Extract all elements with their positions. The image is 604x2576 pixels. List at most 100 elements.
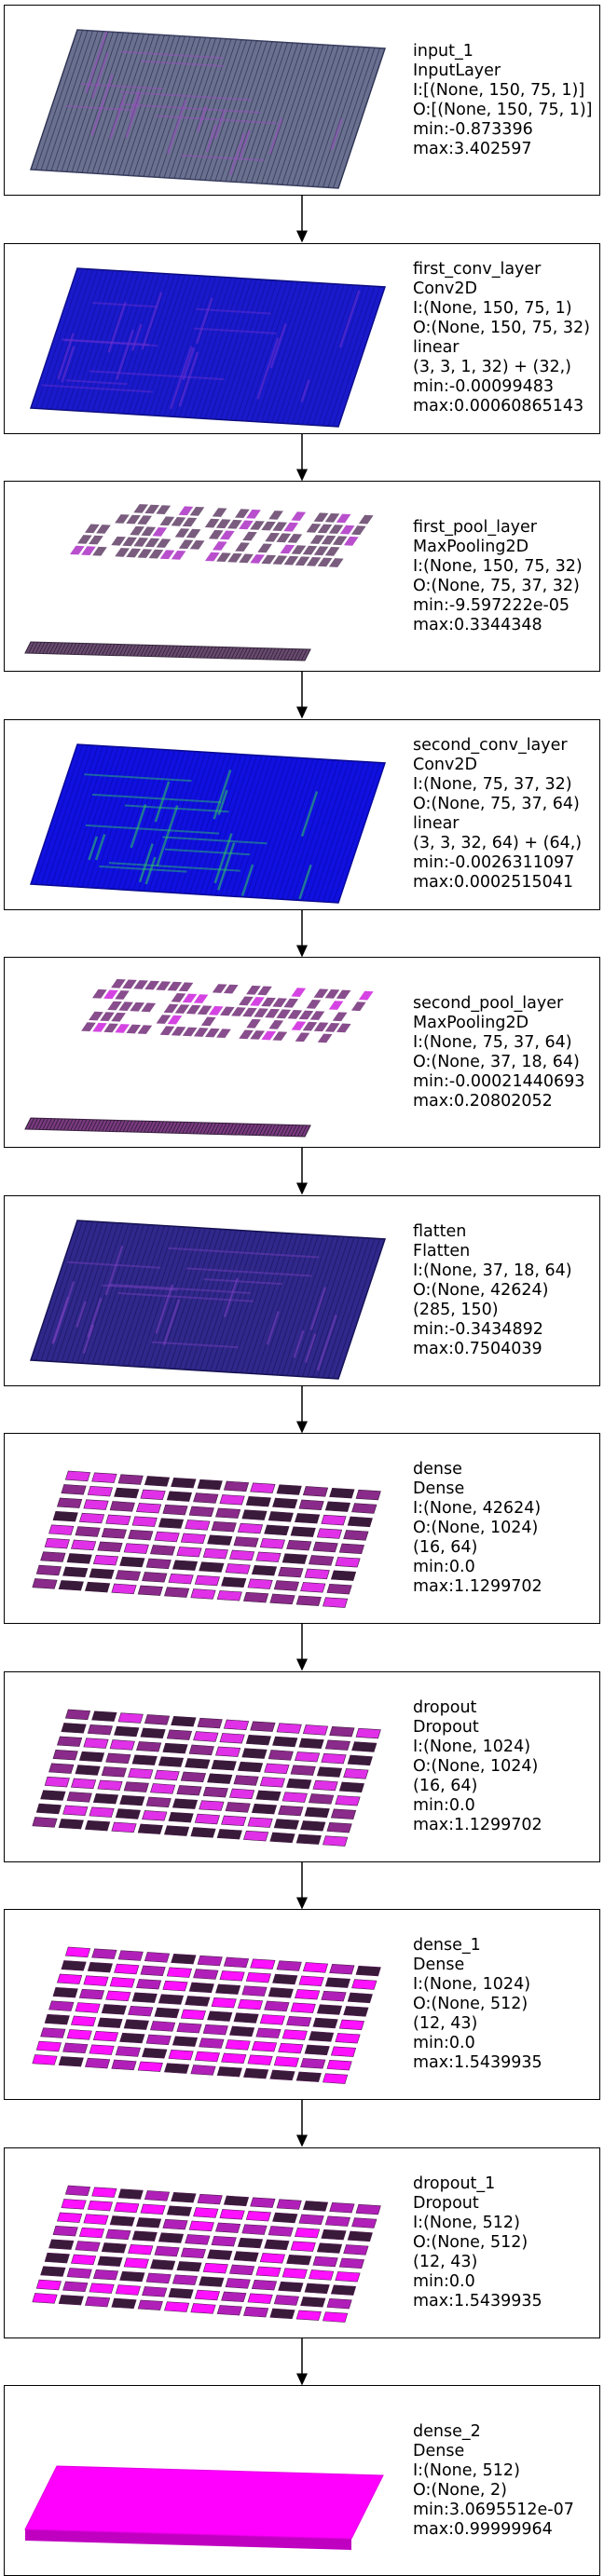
layer-info-line: dropout_1: [413, 2174, 496, 2193]
layer-info-line: min:0.0: [413, 1795, 475, 1815]
layer-info-line: Dense: [413, 2441, 465, 2460]
layer-info-line: min:0.0: [413, 1558, 475, 1576]
layer-info-line: Dropout: [413, 2193, 479, 2213]
layer-info-line: first_pool_layer: [413, 517, 537, 537]
layer-info-line: max:0.99999964: [413, 2519, 553, 2539]
layer-box-second-conv-layer: second_conv_layer Conv2D I:(None, 75, 37, …: [4, 718, 600, 910]
layer-info-line: Dense: [413, 1956, 465, 1974]
layer-info-line: O:(None, 75, 37, 64): [413, 795, 580, 813]
connector-arrow: [296, 1624, 308, 1671]
layer-info: first_conv_layer Conv2D I:(None, 150, 75, …: [413, 244, 596, 433]
layer-info-line: I:(None, 512): [413, 2460, 520, 2480]
layer-visualization: [29, 743, 387, 904]
layer-info: dense_2 Dense I:(None, 512) O:(None, 2) min:…: [413, 2386, 596, 2575]
layer-info: dropout_1 Dropout I:(None, 512) O:(None, 51…: [413, 2148, 596, 2337]
layer-info-line: I:(None, 75, 37, 64): [413, 1032, 572, 1052]
layer-info-line: max:0.00060865143: [413, 397, 584, 416]
layer-info-line: I:[(None, 150, 75, 1)]: [413, 80, 585, 100]
layer-box-dense-2: dense_2 Dense I:(None, 512) O:(None, 2) min:…: [4, 2385, 600, 2576]
layer-visualization: [29, 1219, 387, 1380]
layer-info-line: max:3.402597: [413, 139, 532, 158]
layer-visualization: [24, 2465, 384, 2550]
layer-info-line: min:-0.873396: [413, 119, 533, 139]
layer-box-dense-1: dense_1 Dense I:(None, 1024) O:(None, 512)(…: [4, 1909, 600, 2100]
layer-info-line: min:-0.00099483: [413, 377, 554, 396]
layer-info-line: max:1.5439935: [413, 2291, 542, 2310]
layer-info-line: min:-9.597222e-05: [413, 595, 570, 615]
layer-info-line: flatten: [413, 1221, 467, 1241]
layer-visualization: [24, 504, 374, 661]
layer-info-line: Flatten: [413, 1241, 471, 1261]
layer-info-line: first_conv_layer: [413, 260, 542, 279]
connector-arrow: [296, 1385, 308, 1433]
layer-visualization: [24, 978, 374, 1138]
layer-info-line: O:(None, 150, 75, 32): [413, 319, 590, 337]
layer-info: dense_1 Dense I:(None, 1024) O:(None, 512)(…: [413, 1910, 596, 2099]
layer-info: dense Dense I:(None, 42624) O:(None, 1024)(…: [413, 1434, 596, 1623]
layer-info-line: linear: [413, 814, 460, 833]
layer-info-line: max:0.7504039: [413, 1339, 542, 1358]
layer-info-line: O:(None, 42624): [413, 1280, 549, 1300]
connector-arrow: [296, 2100, 308, 2147]
layer-visualization: [29, 29, 387, 189]
layer-info-line: Dropout: [413, 1717, 479, 1737]
layer-info-line: O:(None, 512): [413, 2232, 528, 2252]
layer-info-line: (285, 150): [413, 1300, 499, 1319]
layer-info-line: (16, 64): [413, 1776, 478, 1795]
layer-info: dropout Dropout I:(None, 1024) O:(None, 102…: [413, 1672, 596, 1861]
layer-info-line: min:3.0695512e-07: [413, 2500, 574, 2519]
layer-info-line: max:1.5439935: [413, 2053, 542, 2072]
layer-info-line: I:(None, 150, 75, 32): [413, 556, 583, 576]
layer-info-line: (16, 64): [413, 1538, 478, 1557]
layer-visualization: [32, 1946, 381, 2084]
layer-info-line: O:(None, 512): [413, 1995, 528, 2013]
layer-info-line: max:0.0002515041: [413, 873, 574, 892]
layer-info-line: I:(None, 1024): [413, 1737, 531, 1756]
layer-info-line: min:0.0: [413, 2034, 475, 2052]
connector-arrow: [296, 2337, 308, 2385]
layer-box-flatten: flatten Flatten I:(None, 37, 18, 64) O:(Non…: [4, 1194, 600, 1386]
layer-info-line: I:(None, 512): [413, 2213, 520, 2232]
layer-box-second-pool-layer: second_pool_layer MaxPooling2D I:(None, 75…: [4, 957, 600, 1148]
layer-info-line: O:(None, 1024): [413, 1519, 539, 1537]
connector-arrow: [296, 433, 308, 481]
layer-box-dense: dense Dense I:(None, 42624) O:(None, 1024)(…: [4, 1433, 600, 1624]
layer-info-line: max:0.20802052: [413, 1091, 553, 1111]
layer-info-line: (12, 43): [413, 2014, 478, 2033]
layer-info-line: second_pool_layer: [413, 993, 564, 1013]
layer-box-dropout: dropout Dropout I:(None, 1024) O:(None, 102…: [4, 1670, 600, 1862]
layer-info-line: I:(None, 150, 75, 1): [413, 299, 572, 318]
layer-box-first-pool-layer: first_pool_layer MaxPooling2D I:(None, 150…: [4, 481, 600, 672]
layer-info-line: min:-0.3434892: [413, 1319, 543, 1339]
layer-info: second_conv_layer Conv2D I:(None, 75, 37, …: [413, 720, 596, 909]
layer-info-line: max:1.1299702: [413, 1577, 542, 1596]
layer-info-line: Conv2D: [413, 279, 477, 298]
connector-arrow: [296, 1861, 308, 1909]
layer-info-line: (12, 43): [413, 2252, 478, 2271]
layer-info-line: input_1: [413, 41, 474, 61]
layer-visualization: [32, 2185, 381, 2323]
layer-info-line: min:-0.0026311097: [413, 853, 575, 872]
layer-info: first_pool_layer MaxPooling2D I:(None, 150…: [413, 482, 596, 671]
layer-info-line: I:(None, 42624): [413, 1499, 542, 1518]
connector-arrow: [296, 672, 308, 719]
layer-info-line: max:0.3344348: [413, 615, 542, 634]
layer-visualization: [29, 266, 387, 428]
layer-info: second_pool_layer MaxPooling2D I:(None, 75…: [413, 958, 596, 1147]
layer-info-line: dense_2: [413, 2421, 481, 2441]
layer-box-dropout-1: dropout_1 Dropout I:(None, 512) O:(None, 51…: [4, 2147, 600, 2338]
layer-info-line: dense_1: [413, 1936, 481, 1955]
connector-arrow: [296, 909, 308, 957]
layer-info-line: min:-0.00021440693: [413, 1071, 585, 1091]
connector-arrow: [296, 196, 308, 243]
layer-info-line: MaxPooling2D: [413, 1013, 529, 1032]
layer-visualization: [32, 1709, 381, 1847]
layer-info-line: max:1.1299702: [413, 1815, 542, 1834]
layer-info-line: linear: [413, 338, 460, 357]
layer-info-line: dense: [413, 1460, 462, 1479]
layer-box-input-1: input_1 InputLayer I:[(None, 150, 75, 1)] O…: [4, 5, 600, 196]
layer-info-line: (3, 3, 1, 32) + (32,): [413, 358, 571, 376]
layer-info-line: (3, 3, 32, 64) + (64,): [413, 834, 583, 852]
layer-box-first-conv-layer: first_conv_layer Conv2D I:(None, 150, 75, …: [4, 242, 600, 434]
